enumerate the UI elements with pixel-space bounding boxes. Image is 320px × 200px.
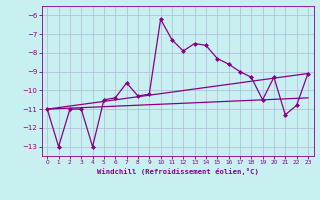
- X-axis label: Windchill (Refroidissement éolien,°C): Windchill (Refroidissement éolien,°C): [97, 168, 259, 175]
